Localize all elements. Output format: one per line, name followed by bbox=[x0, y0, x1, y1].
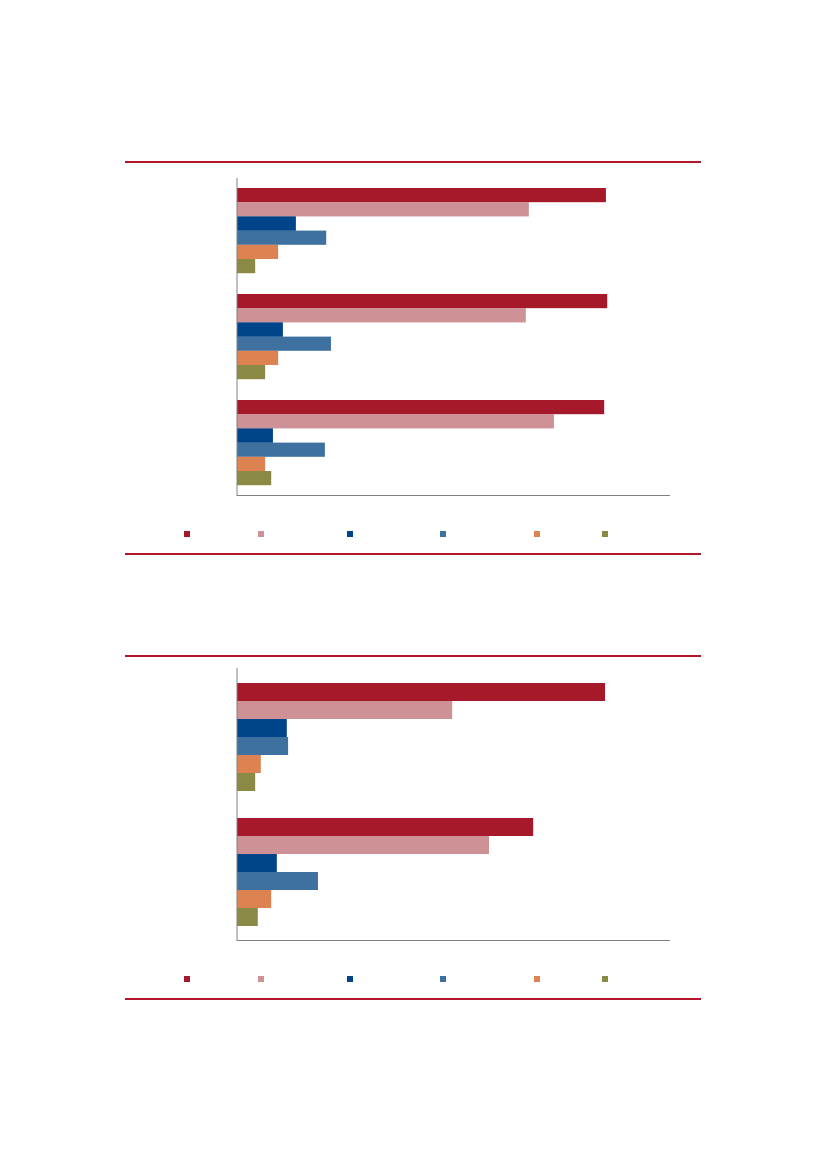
chart1-bar-group-1-series-5 bbox=[237, 244, 279, 259]
chart2-bar-group-2-series-3 bbox=[237, 854, 277, 872]
chart2-legend-swatch-6 bbox=[602, 976, 608, 982]
chart1-bar-group-1-series-3 bbox=[237, 216, 296, 231]
chart2-bar-group-1-series-4 bbox=[237, 737, 289, 755]
chart1-bar-group-2-series-3 bbox=[237, 322, 283, 337]
chart2-legend-swatch-1 bbox=[184, 976, 190, 982]
chart2-legend-swatch-5 bbox=[534, 976, 540, 982]
chart2-bar-group-2-series-4 bbox=[237, 872, 318, 890]
chart1-legend-swatch-6 bbox=[602, 531, 608, 537]
chart2-bar-group-1-series-5 bbox=[237, 755, 261, 773]
chart1-legend-swatch-2 bbox=[258, 531, 264, 537]
chart1-bar-group-2-series-1 bbox=[237, 294, 608, 309]
chart2-legend-swatch-3 bbox=[347, 976, 353, 982]
chart1-bar-group-1-series-2 bbox=[237, 202, 529, 217]
chart1-bar-group-2-series-5 bbox=[237, 350, 279, 365]
chart2-legend-swatch-4 bbox=[440, 976, 446, 982]
chart1-legend-swatch-5 bbox=[534, 531, 540, 537]
chart1-bar-group-3-series-5 bbox=[237, 456, 266, 471]
chart1-legend-swatch-1 bbox=[184, 531, 190, 537]
chart1-legend-swatch-4 bbox=[440, 531, 446, 537]
chart1-top-rule bbox=[125, 161, 701, 163]
chart1-bar-group-2-series-2 bbox=[237, 308, 526, 323]
chart2-bottom-rule bbox=[125, 998, 701, 1000]
chart1-bar-group-3-series-6 bbox=[237, 471, 272, 486]
chart2-bar-group-1-series-1 bbox=[237, 683, 606, 701]
chart2-bar-group-2-series-2 bbox=[237, 836, 490, 854]
chart1-bar-group-2-series-4 bbox=[237, 336, 331, 351]
chart1-bar-group-3-series-4 bbox=[237, 442, 325, 457]
chart2-legend-swatch-2 bbox=[258, 976, 264, 982]
chart1-bar-group-1-series-1 bbox=[237, 188, 606, 203]
chart2-bar-group-2-series-1 bbox=[237, 818, 534, 836]
chart2-bar-group-2-series-5 bbox=[237, 890, 272, 908]
chart1-bar-group-1-series-6 bbox=[237, 259, 256, 274]
chart2-bar-group-2-series-6 bbox=[237, 908, 258, 926]
chart1-bar-group-3-series-3 bbox=[237, 428, 273, 443]
chart1-bottom-rule bbox=[125, 553, 701, 555]
chart1-bar-group-3-series-2 bbox=[237, 414, 554, 429]
chart1-bar-group-3-series-1 bbox=[237, 400, 605, 415]
chart1-bar-group-2-series-6 bbox=[237, 365, 266, 380]
chart2-bar-group-1-series-6 bbox=[237, 773, 256, 791]
chart2-top-rule bbox=[125, 655, 701, 657]
chart1-legend-swatch-3 bbox=[347, 531, 353, 537]
chart2-bar-group-1-series-2 bbox=[237, 701, 453, 719]
chart1-bar-group-1-series-4 bbox=[237, 230, 327, 245]
chart2-bar-group-1-series-3 bbox=[237, 719, 287, 737]
